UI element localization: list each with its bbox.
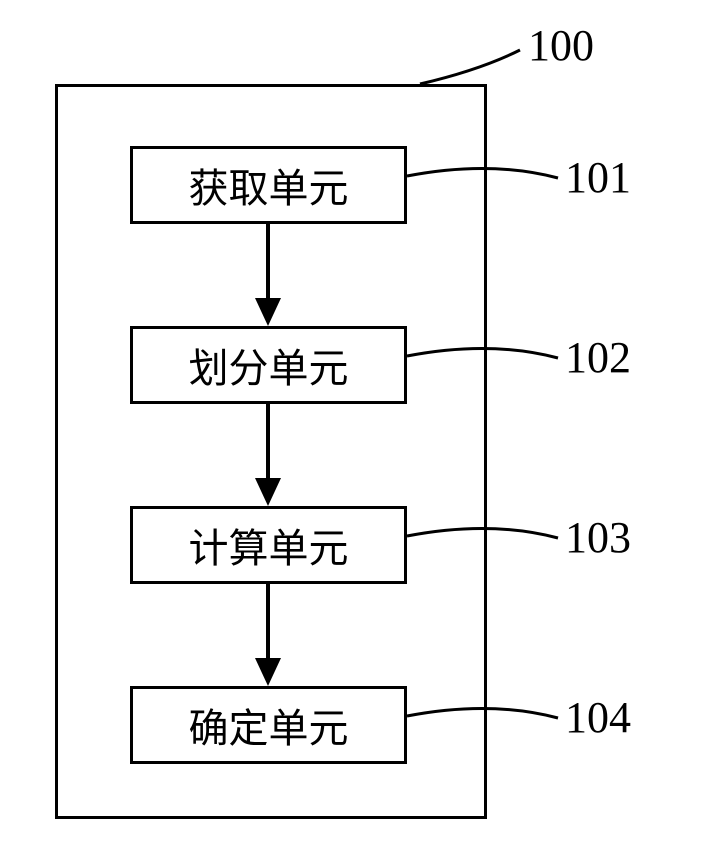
flow-node-label: 确定单元 xyxy=(189,696,349,754)
flow-node: 计算单元 xyxy=(130,506,407,584)
ref-label: 101 xyxy=(565,152,631,203)
ref-label: 102 xyxy=(565,332,631,383)
flow-node: 获取单元 xyxy=(130,146,407,224)
ref-label: 103 xyxy=(565,512,631,563)
diagram-canvas: 获取单元划分单元计算单元确定单元 100 101 102 103 104 xyxy=(0,0,703,854)
ref-label-outer: 100 xyxy=(528,20,594,71)
flow-node-label: 获取单元 xyxy=(189,156,349,214)
flow-node-label: 计算单元 xyxy=(189,516,349,574)
flow-node-label: 划分单元 xyxy=(189,336,349,394)
flow-node: 划分单元 xyxy=(130,326,407,404)
flow-node: 确定单元 xyxy=(130,686,407,764)
ref-label: 104 xyxy=(565,692,631,743)
